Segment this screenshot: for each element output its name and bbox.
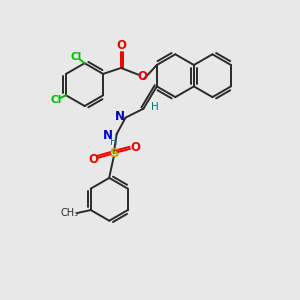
Text: H: H [110,137,117,147]
Text: CH₃: CH₃ [60,208,78,218]
Text: S: S [110,147,119,161]
Text: Cl: Cl [71,52,82,62]
Text: O: O [88,153,98,166]
Text: O: O [130,141,140,154]
Text: N: N [103,129,113,142]
Text: O: O [137,70,147,83]
Text: Cl: Cl [50,95,61,105]
Text: H: H [151,102,159,112]
Text: N: N [115,110,125,123]
Text: O: O [116,39,126,52]
